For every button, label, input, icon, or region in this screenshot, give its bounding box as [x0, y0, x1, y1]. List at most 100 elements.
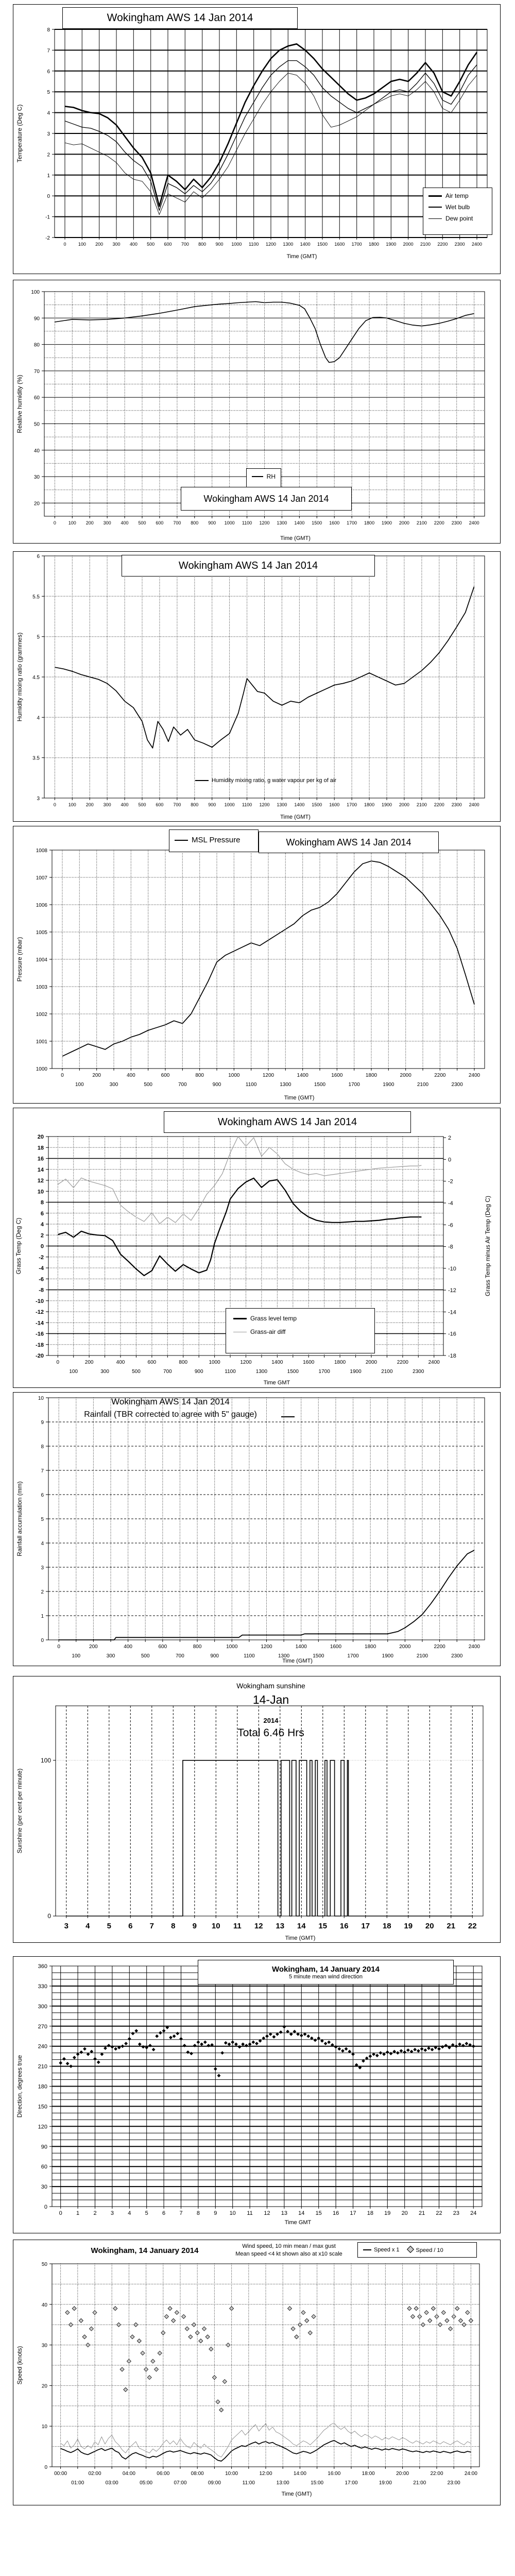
wind-speed-note1: Wind speed, 10 min mean / max gust — [225, 2243, 353, 2249]
svg-text:0: 0 — [44, 2204, 47, 2210]
wet-bulb-line-sample — [428, 207, 442, 208]
legend-item: Speed / 10 — [406, 2245, 443, 2253]
svg-text:300: 300 — [110, 1082, 118, 1088]
svg-text:800: 800 — [191, 520, 198, 526]
svg-text:1700: 1700 — [347, 1653, 359, 1659]
svg-text:6: 6 — [41, 1493, 44, 1498]
svg-text:12: 12 — [254, 1922, 263, 1930]
svg-text:900: 900 — [208, 802, 216, 807]
svg-text:2: 2 — [93, 2210, 96, 2216]
svg-text:2000: 2000 — [399, 520, 409, 526]
svg-text:1006: 1006 — [36, 903, 48, 908]
svg-text:5: 5 — [145, 2210, 148, 2216]
legend-item: Wet bulb — [428, 204, 487, 211]
svg-text:23: 23 — [453, 2210, 459, 2216]
svg-text:100: 100 — [31, 290, 40, 295]
rh-line-sample — [252, 476, 263, 477]
svg-text:6: 6 — [47, 69, 50, 75]
svg-text:1: 1 — [47, 173, 50, 179]
svg-text:1800: 1800 — [364, 802, 374, 807]
chart-title-box: Wokingham AWS 14 Jan 2014 — [181, 487, 352, 511]
svg-text:500: 500 — [132, 1369, 141, 1375]
svg-text:2000: 2000 — [366, 1360, 377, 1365]
svg-text:7: 7 — [150, 1922, 154, 1930]
svg-text:9: 9 — [214, 2210, 217, 2216]
svg-text:0: 0 — [61, 1073, 64, 1078]
chart-title-text: Wokingham, 14 January 2014 — [91, 2246, 199, 2255]
svg-text:2400: 2400 — [428, 1360, 440, 1365]
pressure-plot: 0 200 400 600 800 1000 1200 1400 1600 1800 2000 220… — [16, 848, 485, 1101]
svg-text:2400: 2400 — [469, 1073, 480, 1078]
svg-text:Grass Temp minus Air Temp (Deg: Grass Temp minus Air Temp (Deg C) — [484, 1196, 491, 1296]
svg-text:800: 800 — [193, 1644, 202, 1650]
mixing-ratio-legend: Humidity mixing ratio, g water vapour pe… — [132, 777, 400, 784]
svg-text:1400: 1400 — [300, 242, 311, 247]
svg-text:1008: 1008 — [36, 848, 48, 854]
svg-text:600: 600 — [164, 242, 171, 247]
svg-text:300: 300 — [38, 2004, 47, 2010]
svg-text:180: 180 — [38, 2084, 47, 2090]
svg-text:Time (GMT): Time (GMT) — [284, 1095, 315, 1101]
svg-text:80: 80 — [34, 343, 40, 348]
svg-text:800: 800 — [195, 1073, 204, 1078]
chart-sunshine: 3 4 5 6 7 8 9 10 11 12 13 14 15 16 17 18 19 20 21 22 0 100 Tim… — [13, 1676, 501, 1943]
svg-text:Temperature (Deg C): Temperature (Deg C) — [16, 105, 23, 163]
svg-text:0: 0 — [57, 1644, 60, 1650]
legend-label: RH — [266, 473, 276, 480]
sunshine-title: Wokingham sunshine — [183, 1682, 358, 1690]
svg-text:1200: 1200 — [261, 1644, 272, 1650]
svg-text:-4: -4 — [39, 1265, 44, 1272]
svg-text:2300: 2300 — [452, 802, 462, 807]
svg-text:02:00: 02:00 — [88, 2471, 101, 2477]
svg-text:Time (GMT): Time (GMT) — [287, 253, 317, 260]
svg-text:05:00: 05:00 — [140, 2480, 152, 2486]
svg-text:1200: 1200 — [259, 802, 269, 807]
svg-text:2000: 2000 — [399, 802, 409, 807]
svg-text:30: 30 — [41, 2184, 47, 2190]
svg-text:150: 150 — [38, 2104, 47, 2110]
pressure-legend: MSL Pressure — [169, 829, 259, 852]
svg-text:5.5: 5.5 — [32, 594, 40, 600]
svg-text:Humidity mixing ratio (grammes: Humidity mixing ratio (grammes) — [16, 633, 23, 722]
svg-text:2200: 2200 — [434, 802, 444, 807]
svg-text:3.5: 3.5 — [32, 756, 40, 761]
svg-text:1700: 1700 — [347, 802, 357, 807]
svg-text:07:00: 07:00 — [174, 2480, 186, 2486]
svg-text:2100: 2100 — [417, 1653, 428, 1659]
svg-text:2100: 2100 — [417, 520, 427, 526]
svg-text:10: 10 — [38, 1396, 44, 1401]
svg-text:15:00: 15:00 — [311, 2480, 323, 2486]
svg-text:2100: 2100 — [417, 802, 427, 807]
svg-text:360: 360 — [38, 1963, 47, 1970]
svg-text:08:00: 08:00 — [191, 2471, 204, 2477]
chart-title: Wokingham, 14 January 2014 — [65, 2246, 225, 2255]
chart-title-box: Wokingham AWS 14 Jan 2014 — [259, 832, 439, 853]
chart-msl-pressure: 0 200 400 600 800 1000 1200 1400 1600 1800 2000 220… — [13, 826, 501, 1104]
speed-line-sample — [363, 2249, 371, 2251]
svg-text:1000: 1000 — [225, 520, 235, 526]
svg-text:1900: 1900 — [386, 242, 396, 247]
svg-text:20: 20 — [34, 501, 40, 506]
svg-text:20:00: 20:00 — [396, 2471, 409, 2477]
svg-text:1500: 1500 — [312, 520, 322, 526]
svg-text:Relative humidity (%): Relative humidity (%) — [16, 375, 23, 433]
svg-text:1: 1 — [76, 2210, 79, 2216]
svg-text:Grass Temp (Deg C): Grass Temp (Deg C) — [15, 1218, 22, 1275]
svg-text:400: 400 — [127, 1073, 135, 1078]
svg-text:600: 600 — [156, 520, 163, 526]
chart-title: Wokingham, 14 January 2014 — [272, 1964, 380, 1974]
svg-text:1800: 1800 — [366, 1073, 377, 1078]
svg-text:800: 800 — [198, 242, 206, 247]
svg-text:11: 11 — [233, 1922, 242, 1930]
svg-text:600: 600 — [148, 1360, 157, 1365]
svg-text:0: 0 — [47, 194, 50, 199]
svg-text:4: 4 — [85, 1922, 90, 1930]
legend-label: Speed x 1 — [374, 2247, 400, 2253]
svg-text:23:00: 23:00 — [448, 2480, 460, 2486]
chart-wind-direction: 0 1 2 3 4 5 6 7 8 9 10 11 12 13 14 15 16 17 18 19 20 21 22 23 24… — [13, 1956, 501, 2233]
svg-text:16: 16 — [38, 1156, 44, 1162]
dew-point-line-sample — [428, 218, 442, 219]
svg-text:0: 0 — [44, 2465, 47, 2470]
rainfall-line-sample — [281, 1416, 295, 1417]
mixing-ratio-line-sample — [195, 780, 209, 782]
